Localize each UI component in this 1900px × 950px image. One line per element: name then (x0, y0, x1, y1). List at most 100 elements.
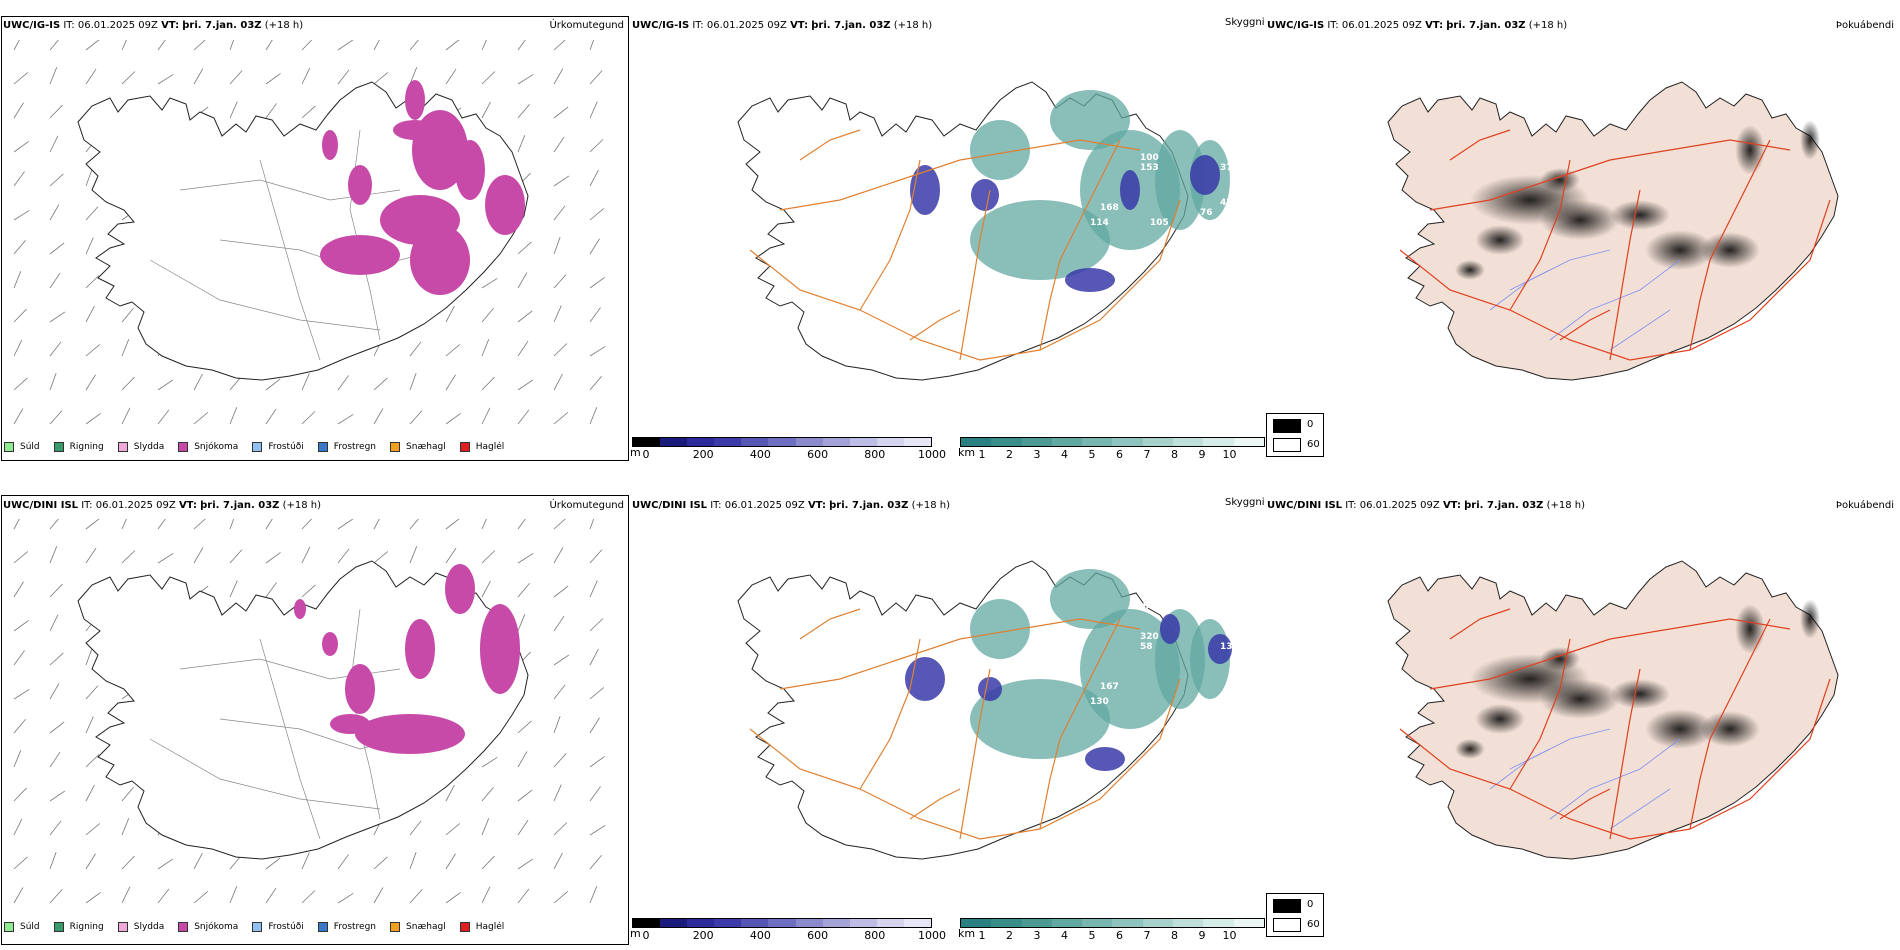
colorbar-swatch (714, 919, 742, 927)
cloud-base-label: 146 (1220, 133, 1239, 143)
road-line (749, 199, 1181, 361)
wind-barb (409, 341, 422, 357)
wind-barb (49, 204, 60, 221)
wind-barb (481, 376, 495, 391)
fog-swatch-high (1273, 419, 1301, 433)
wind-barb (553, 205, 566, 221)
vt-value: þri. 7.jan. 03Z (1446, 20, 1526, 31)
wind-barb (49, 721, 65, 734)
colorbar-tick-label: 4 (1061, 448, 1068, 461)
cloud-base-label: 42 (1000, 188, 1013, 198)
wind-barb (121, 818, 130, 836)
panel-header: UWC/IG-IS IT: 06.01.2025 09Z VT: þri. 7.… (3, 20, 303, 31)
fog-area (1475, 225, 1525, 255)
road-line (1399, 199, 1831, 361)
road-line (859, 159, 921, 311)
wind-barb (337, 69, 350, 85)
panel-title: Skyggni (1225, 17, 1265, 28)
wind-barb (229, 407, 238, 425)
colorbar-swatch (961, 919, 992, 927)
cloud-base-label: 153 (945, 672, 964, 682)
wind-barb (85, 237, 94, 255)
wind-barb (589, 648, 599, 666)
cloud-base-label: 153 (1140, 163, 1159, 173)
legend-swatch (4, 442, 14, 452)
wind-barb (85, 344, 101, 357)
wind-barb (553, 519, 566, 530)
wind-barb (445, 68, 457, 85)
wind-barb (49, 272, 61, 289)
wind-barb (481, 786, 494, 802)
legend-item: Rigning (53, 442, 104, 452)
legend-swatch (53, 442, 64, 452)
it-label: IT: (81, 500, 93, 511)
model-name: UWC/IG-IS (632, 20, 690, 31)
colorbar-swatch (1142, 438, 1174, 446)
colorbar-tick-label: 10 (1222, 929, 1237, 942)
cloud-base-label: 320 (1140, 632, 1159, 642)
panel-header: UWC/DINI ISL IT: 06.01.2025 09Z VT: þri.… (1267, 500, 1585, 511)
colorbar-tick-label: 600 (807, 448, 829, 461)
colorbar-tick-label: 8 (1171, 929, 1178, 942)
wind-barb (301, 373, 310, 391)
colorbar-swatch (660, 438, 688, 446)
wind-barb (49, 583, 63, 598)
cloud-base-label: 100 (1240, 607, 1259, 617)
wind-barb (265, 519, 273, 530)
cloud-base-colorbar: 0 200 400 600 800 1000 m (630, 918, 946, 948)
cloud-base-label: 101 (1225, 627, 1244, 637)
wind-barb (265, 552, 281, 564)
legend-swatch (53, 922, 64, 932)
border-line (149, 738, 381, 810)
fog-swatch-low (1273, 918, 1301, 932)
river-line (1509, 748, 1551, 770)
wind-barb (553, 753, 567, 768)
cloud-base-label: 199 (1190, 552, 1209, 562)
wind-barb (337, 375, 349, 391)
low-visibility-area (970, 120, 1030, 180)
wind-barb (85, 206, 99, 221)
wind-barb (517, 553, 534, 564)
wind-barb (337, 40, 354, 51)
wind-barb (13, 377, 28, 391)
wind-barb (481, 71, 496, 85)
wind-barb (517, 819, 529, 836)
colorbar-tick-label: 400 (749, 448, 771, 461)
colorbar-unit: m (630, 446, 641, 459)
cloud-base-label: 92 (1225, 108, 1238, 118)
it-value: 06.01.2025 09Z (77, 20, 158, 31)
colorbar-swatch (795, 438, 823, 446)
vt-value: þri. 7.jan. 03Z (829, 500, 909, 511)
fog-area (1455, 739, 1485, 759)
colorbar-swatches (632, 918, 932, 928)
wind-barb (517, 272, 528, 289)
snow-area (445, 564, 475, 614)
panel-header: UWC/IG-IS IT: 06.01.2025 09Z VT: þri. 7.… (1267, 20, 1567, 31)
legend-label: Slydda (133, 922, 165, 932)
wind-barb (409, 546, 418, 564)
wind-barb (193, 519, 206, 530)
road-line (1509, 638, 1571, 790)
legend-label: Súld (20, 442, 40, 452)
wind-barb (589, 40, 595, 51)
wind-barb (553, 715, 561, 734)
wind-barb (301, 584, 316, 598)
wind-barb (301, 519, 313, 530)
cloud-base-label: 42 (1220, 198, 1233, 208)
low-cloud-base-area (910, 165, 940, 215)
legend-swatch (390, 922, 401, 932)
legend-item: Slydda (117, 922, 165, 932)
snow-area (480, 604, 520, 694)
wind-barb (13, 581, 24, 598)
wind-barb (13, 650, 25, 666)
it-value: 06.01.2025 09Z (1341, 20, 1422, 31)
colorbar-ticks: 0 200 400 600 800 1000 (632, 447, 947, 461)
wind-barb (517, 74, 534, 85)
wind-barb (445, 853, 456, 870)
wind-barb (13, 40, 20, 51)
road-line (779, 139, 1141, 211)
wind-barb (481, 278, 498, 289)
border-line (259, 638, 321, 840)
wind-barb (265, 887, 277, 904)
wind-barb (121, 407, 131, 425)
